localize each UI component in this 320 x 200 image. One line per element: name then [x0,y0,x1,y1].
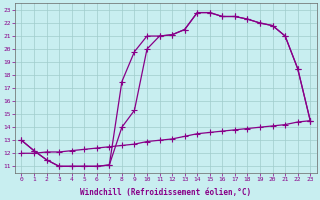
X-axis label: Windchill (Refroidissement éolien,°C): Windchill (Refroidissement éolien,°C) [80,188,252,197]
